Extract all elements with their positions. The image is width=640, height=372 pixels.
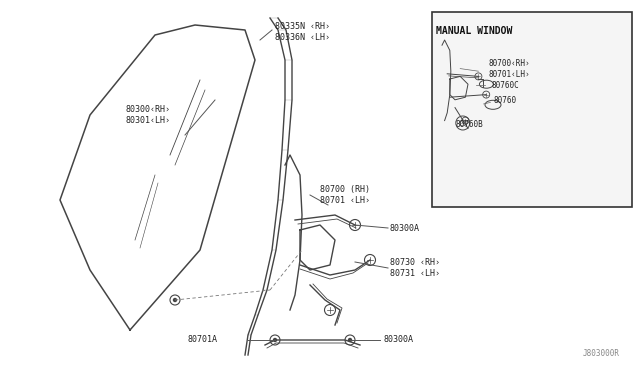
Circle shape — [349, 339, 351, 341]
Text: 80700‹RH›
80701‹LH›: 80700‹RH› 80701‹LH› — [489, 58, 531, 78]
Bar — [432, 12, 632, 207]
Text: 80300A: 80300A — [383, 336, 413, 344]
Text: MANUAL WINDOW: MANUAL WINDOW — [436, 26, 513, 36]
Text: 80700 (RH)
80701 ‹LH›: 80700 (RH) 80701 ‹LH› — [320, 185, 370, 205]
Text: 80760: 80760 — [494, 96, 517, 105]
Text: J803000R: J803000R — [583, 349, 620, 358]
Circle shape — [273, 339, 276, 341]
Text: 80335N ‹RH›
80336N ‹LH›: 80335N ‹RH› 80336N ‹LH› — [275, 22, 330, 42]
Text: 80300A: 80300A — [390, 224, 420, 232]
Text: 80300‹RH›
80301‹LH›: 80300‹RH› 80301‹LH› — [125, 105, 170, 125]
Text: 80701A: 80701A — [188, 336, 218, 344]
Text: 80760C: 80760C — [492, 81, 519, 90]
Text: 80760B: 80760B — [455, 120, 483, 129]
Text: 80730 ‹RH›
80731 ‹LH›: 80730 ‹RH› 80731 ‹LH› — [390, 258, 440, 278]
Circle shape — [173, 298, 177, 301]
